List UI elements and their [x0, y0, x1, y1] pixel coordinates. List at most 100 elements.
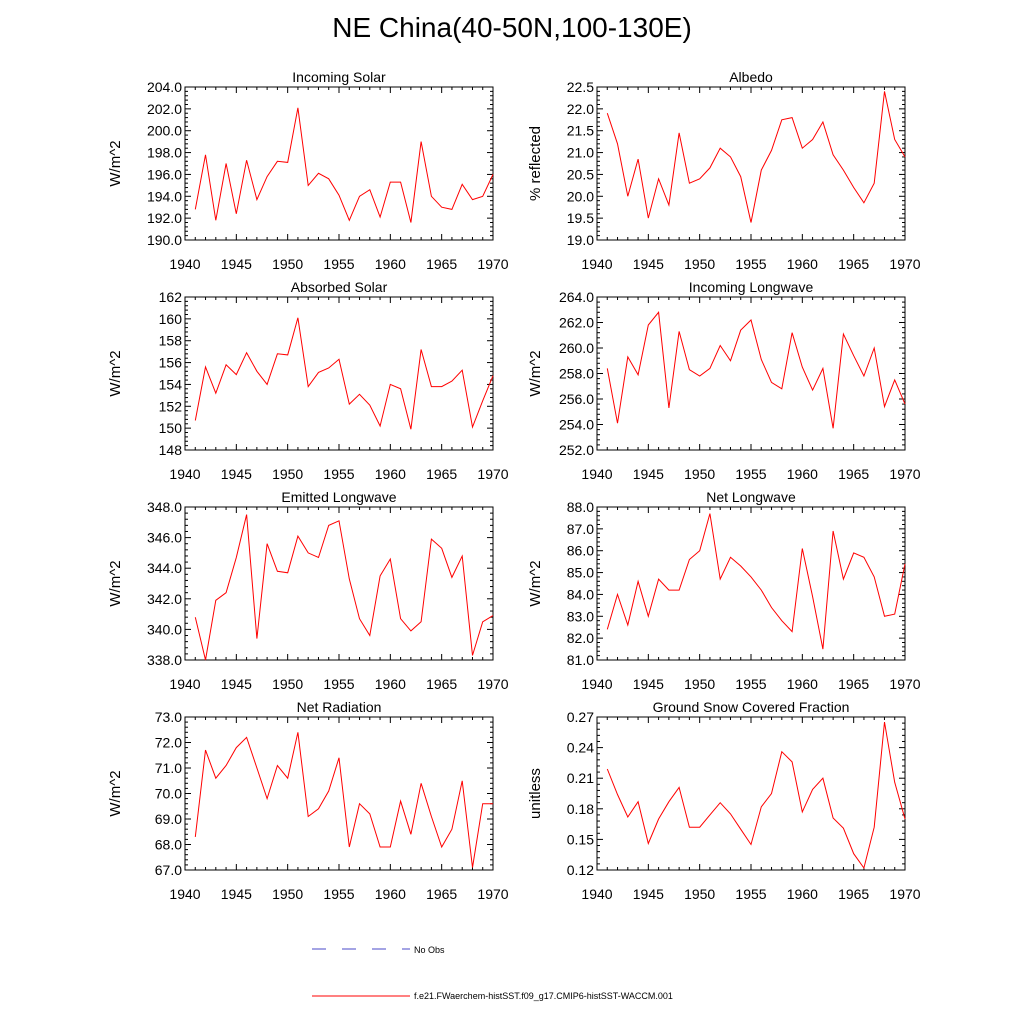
x-tick-label: 1940: [581, 676, 612, 692]
y-tick-label: 0.24: [567, 740, 594, 756]
y-tick-label: 70.0: [155, 786, 182, 802]
x-tick-label: 1950: [684, 256, 715, 272]
y-tick-label: 344.0: [147, 560, 182, 576]
y-tick-label: 83.0: [567, 608, 594, 624]
panel-4: Incoming Longwave 1940 1945 1950 1955 1960 196…: [527, 279, 921, 482]
y-tick-label: 22.0: [567, 101, 594, 117]
y-tick-label: 88.0: [567, 499, 594, 515]
y-tick-label: 158: [159, 333, 183, 349]
x-tick-label: 1955: [735, 256, 766, 272]
x-tick-label: 1960: [787, 676, 818, 692]
x-tick-label: 1965: [838, 886, 869, 902]
x-tick-label: 1950: [272, 886, 303, 902]
y-tick-label: 156: [159, 355, 183, 371]
x-tick-label: 1955: [323, 466, 354, 482]
panel-3: Absorbed Solar 1940 1945 1950 1955 1960 1965 19…: [107, 279, 509, 482]
plot-frame: [184, 296, 494, 451]
y-tick-label: 0.12: [567, 862, 594, 878]
y-axis-label: W/m^2: [527, 560, 544, 606]
x-tick-label: 1955: [735, 676, 766, 692]
y-axis-label: W/m^2: [527, 350, 544, 396]
x-tick-label: 1970: [889, 886, 920, 902]
y-tick-label: 71.0: [155, 760, 182, 776]
series-line: [606, 91, 906, 223]
y-tick-label: 81.0: [567, 652, 594, 668]
x-tick-label: 1970: [477, 256, 508, 272]
x-tick-label: 1940: [581, 886, 612, 902]
y-tick-label: 194.0: [147, 188, 182, 204]
x-tick-label: 1940: [581, 256, 612, 272]
x-tick-label: 1940: [169, 676, 200, 692]
y-tick-label: 0.27: [567, 709, 594, 725]
x-tick-label: 1950: [684, 886, 715, 902]
y-tick-label: 342.0: [147, 591, 182, 607]
y-axis-label: W/m^2: [107, 350, 124, 396]
x-tick-label: 1945: [221, 676, 252, 692]
legend-model-label: f.e21.FWaerchem-histSST.f09_g17.CMIP6-hi…: [414, 991, 673, 1001]
y-tick-label: 19.0: [567, 232, 594, 248]
y-tick-label: 85.0: [567, 565, 594, 581]
x-tick-label: 1960: [787, 886, 818, 902]
plot-frame: [184, 716, 494, 871]
x-tick-label: 1950: [684, 676, 715, 692]
y-tick-label: 200.0: [147, 123, 182, 139]
panel-title: Incoming Longwave: [689, 279, 814, 295]
panel-title: Absorbed Solar: [291, 279, 388, 295]
panel-title: Albedo: [729, 69, 773, 85]
y-tick-label: 0.15: [567, 831, 594, 847]
x-tick-label: 1965: [838, 676, 869, 692]
y-tick-label: 84.0: [567, 586, 594, 602]
y-tick-label: 69.0: [155, 811, 182, 827]
y-tick-label: 252.0: [559, 442, 594, 458]
x-tick-label: 1960: [375, 466, 406, 482]
x-tick-label: 1965: [426, 256, 457, 272]
series-line: [194, 732, 493, 868]
x-tick-label: 1955: [323, 676, 354, 692]
x-tick-label: 1940: [169, 886, 200, 902]
x-tick-label: 1965: [426, 676, 457, 692]
x-tick-label: 1955: [323, 886, 354, 902]
x-tick-label: 1960: [787, 256, 818, 272]
panel-6: Net Longwave 1940 1945 1950 1955 1960 1965 1970…: [527, 489, 921, 692]
y-axis-label: W/m^2: [107, 560, 124, 606]
y-tick-label: 192.0: [147, 210, 182, 226]
panel-1: Incoming Solar 1940 1945 1950 1955 1960 1965 19…: [107, 69, 509, 272]
y-tick-label: 87.0: [567, 521, 594, 537]
y-tick-label: 22.5: [567, 79, 594, 95]
x-tick-label: 1950: [272, 466, 303, 482]
panel-title: Ground Snow Covered Fraction: [653, 699, 850, 715]
y-tick-label: 346.0: [147, 530, 182, 546]
x-tick-label: 1970: [889, 466, 920, 482]
y-tick-label: 21.5: [567, 123, 594, 139]
x-tick-label: 1955: [735, 466, 766, 482]
y-tick-label: 86.0: [567, 543, 594, 559]
x-tick-label: 1950: [272, 676, 303, 692]
y-tick-label: 348.0: [147, 499, 182, 515]
y-tick-label: 82.0: [567, 630, 594, 646]
y-tick-label: 150: [159, 420, 183, 436]
y-tick-label: 67.0: [155, 862, 182, 878]
x-tick-label: 1965: [426, 466, 457, 482]
x-tick-label: 1965: [838, 466, 869, 482]
plot-frame: [596, 506, 906, 661]
x-tick-label: 1945: [221, 886, 252, 902]
y-tick-label: 72.0: [155, 735, 182, 751]
x-tick-label: 1970: [477, 466, 508, 482]
y-tick-label: 198.0: [147, 145, 182, 161]
legend-obs-label: No Obs: [414, 945, 445, 955]
y-tick-label: 338.0: [147, 652, 182, 668]
plot-frame: [596, 86, 906, 241]
x-tick-label: 1940: [169, 256, 200, 272]
x-tick-label: 1960: [787, 466, 818, 482]
y-tick-label: 152: [159, 398, 183, 414]
y-tick-label: 73.0: [155, 709, 182, 725]
y-tick-label: 196.0: [147, 166, 182, 182]
x-tick-label: 1945: [221, 256, 252, 272]
y-tick-label: 256.0: [559, 391, 594, 407]
y-axis-label: % reflected: [527, 126, 544, 201]
panel-title: Incoming Solar: [292, 69, 386, 85]
y-tick-label: 160: [159, 311, 183, 327]
panel-title: Net Longwave: [706, 489, 796, 505]
series-line: [194, 107, 494, 223]
